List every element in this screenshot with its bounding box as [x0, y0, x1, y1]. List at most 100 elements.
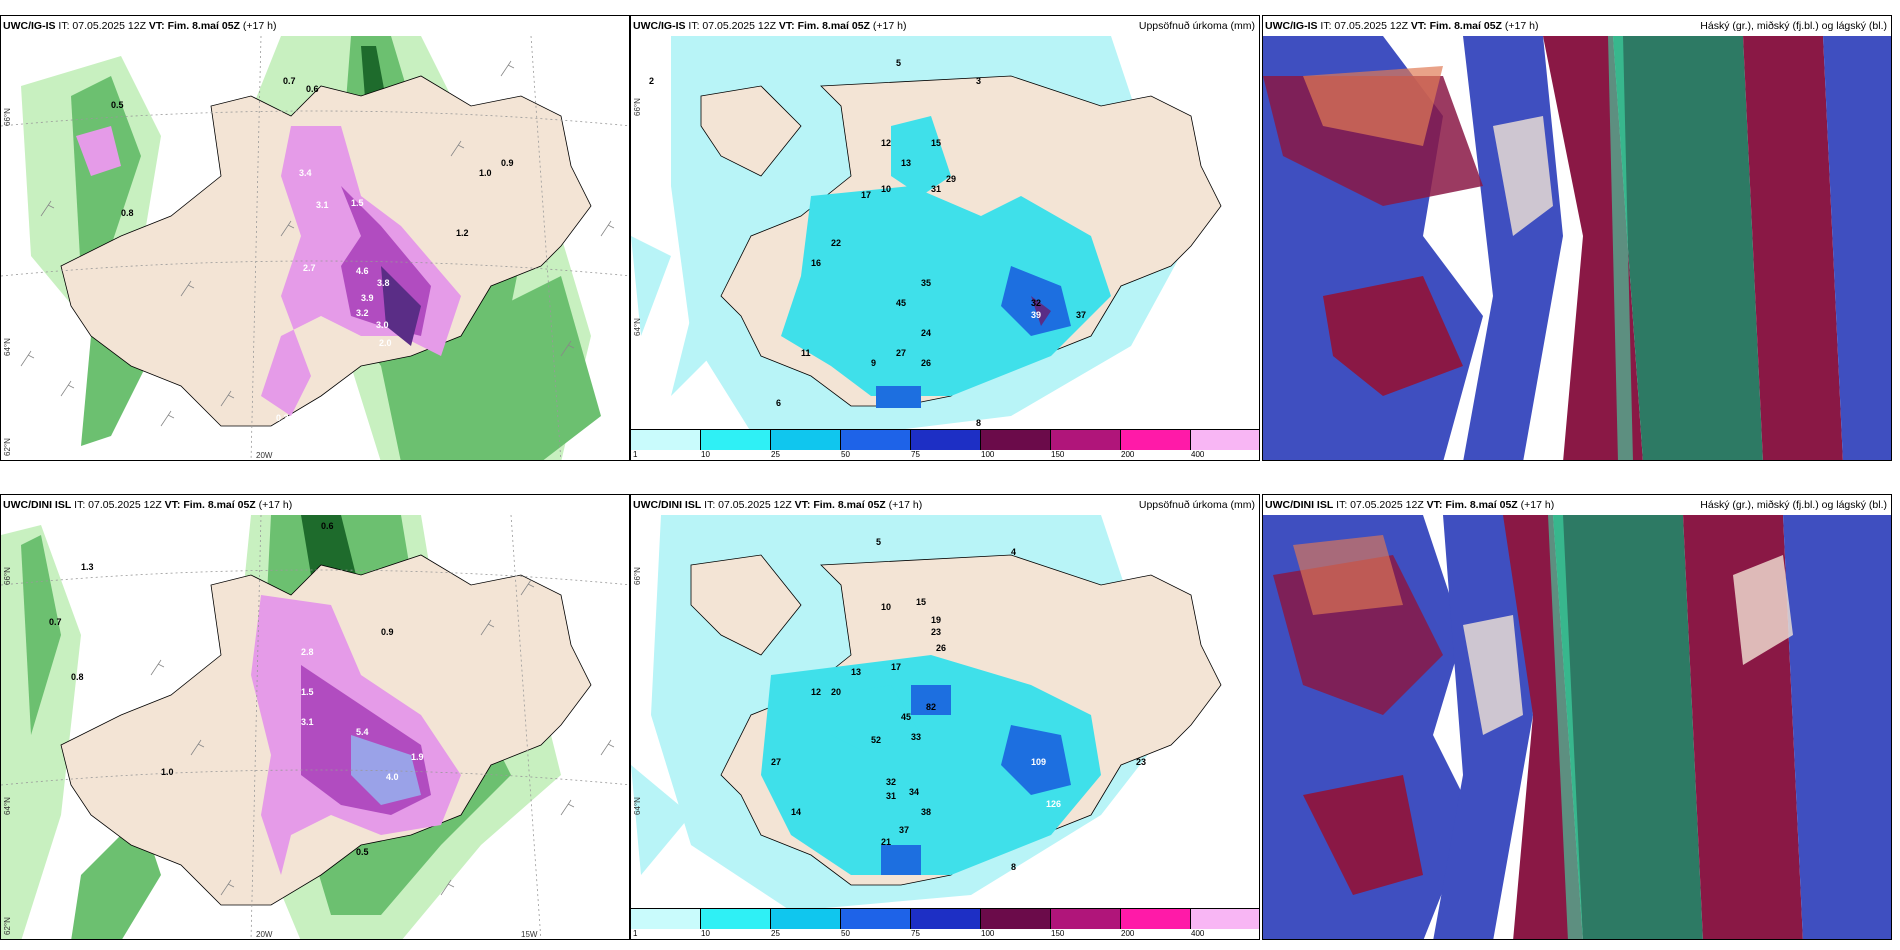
value-label: 26 [936, 643, 946, 653]
colorbar-tick: 150 [1051, 450, 1065, 459]
colorbar-bin [701, 430, 771, 450]
value-label: 34 [909, 787, 919, 797]
colorbar-tick: 400 [1191, 929, 1205, 938]
value-label: 1.2 [456, 228, 469, 238]
value-label: 17 [861, 190, 871, 200]
init-time: IT: 07.05.2025 12Z [1336, 499, 1424, 511]
valid-time: VT: Fim. 8.maí 05Z [1426, 499, 1518, 511]
value-label: 109 [1031, 757, 1046, 767]
panel-right-title: Uppsöfnuð úrkoma (mm) [1138, 20, 1255, 32]
colorbar-bin [771, 430, 841, 450]
map-accum-precip: 5 3 2 12 13 15 31 29 10 17 16 22 35 45 3… [631, 36, 1259, 432]
value-label: 3.2 [356, 308, 369, 318]
value-label: 4.6 [356, 266, 369, 276]
colorbar-tick: 75 [911, 929, 920, 938]
value-label: 126 [1046, 799, 1061, 809]
value-label: 12 [881, 138, 891, 148]
init-time: IT: 07.05.2025 12Z [704, 499, 792, 511]
colorbar-tick: 75 [911, 450, 920, 459]
colorbar-tick: 150 [1051, 929, 1065, 938]
colorbar-tick: 50 [841, 929, 850, 938]
lat-label-64n: 64°N [633, 797, 642, 815]
value-label: 8 [1011, 862, 1016, 872]
value-label: 33 [911, 732, 921, 742]
value-label: 0.7 [49, 617, 62, 627]
value-label: 45 [901, 712, 911, 722]
lon-label-15w: 15W [521, 930, 538, 939]
value-label: 0.8 [121, 208, 134, 218]
value-label: 1.0 [479, 168, 492, 178]
panel-header: UWC/DINI ISL IT: 07.05.2025 12Z VT: Fim.… [1263, 495, 1891, 515]
panel-top-mid-accum-precip: UWC/IG-IS IT: 07.05.2025 12Z VT: Fim. 8.… [630, 15, 1260, 461]
map-clouds [1263, 36, 1891, 460]
lead-time: (+17 h) [872, 20, 907, 32]
panel-header: UWC/DINI ISL IT: 07.05.2025 12Z VT: Fim.… [631, 495, 1259, 515]
value-label: 5 [876, 537, 881, 547]
colorbar-bin [911, 430, 981, 450]
value-label: 23 [1136, 757, 1146, 767]
value-labels: 5 4 10 15 19 23 26 17 13 20 45 52 82 33 … [771, 537, 1146, 872]
value-label: 0.6 [321, 521, 334, 531]
graticule [1, 36, 629, 460]
map-wind-precip: 0.6 0.7 1.3 0.8 1.0 1.5 3.1 5.4 4.0 2.8 … [1, 515, 629, 939]
value-label: 15 [931, 138, 941, 148]
lat-label-66n: 66°N [3, 567, 12, 585]
value-label: 14 [791, 807, 801, 817]
wind-barbs [150, 579, 615, 896]
value-label: 1.0 [161, 767, 174, 777]
wind-barbs [20, 60, 615, 427]
value-label: 9 [871, 358, 876, 368]
lat-label-64n: 64°N [3, 338, 12, 356]
value-labels: 0.7 0.6 0.5 1.0 0.8 0.9 1.2 3.4 3.1 4.6 … [111, 76, 514, 423]
value-label: 37 [1076, 310, 1086, 320]
value-label: 45 [896, 298, 906, 308]
graticule [1, 515, 629, 939]
value-label: 13 [901, 158, 911, 168]
colorbar-ticks: 1 10 25 50 75 100 150 200 400 [631, 450, 1259, 460]
panel-right-title: Háský (gr.), miðský (fj.bl.) og lágský (… [1700, 499, 1887, 511]
colorbar-tick: 1 [633, 450, 638, 459]
value-label: 4 [1011, 547, 1016, 557]
value-label: 10 [881, 602, 891, 612]
model-name: UWC/IG-IS [3, 20, 56, 32]
model-name: UWC/DINI ISL [633, 499, 702, 511]
panel-bot-right-clouds: UWC/DINI ISL IT: 07.05.2025 12Z VT: Fim.… [1262, 494, 1892, 940]
value-label: 0.7 [283, 76, 296, 86]
colorbar-bin [631, 430, 701, 450]
value-label: 19 [931, 615, 941, 625]
colorbar-bin [911, 909, 981, 929]
model-name: UWC/DINI ISL [1265, 499, 1334, 511]
value-label: 20 [831, 687, 841, 697]
map-clouds [1263, 515, 1891, 939]
panel-header: UWC/IG-IS IT: 07.05.2025 12Z VT: Fim. 8.… [631, 16, 1259, 36]
lead-time: (+17 h) [888, 499, 923, 511]
value-label: 1.9 [411, 752, 424, 762]
init-time: IT: 07.05.2025 12Z [58, 20, 146, 32]
panel-top-left-wind-precip: UWC/IG-IS IT: 07.05.2025 12Z VT: Fim. 8.… [0, 15, 630, 461]
panel-header: UWC/IG-IS IT: 07.05.2025 12Z VT: Fim. 8.… [1263, 16, 1891, 36]
lat-label-64n: 64°N [633, 318, 642, 336]
panel-header: UWC/DINI ISL IT: 07.05.2025 12Z VT: Fim.… [1, 495, 629, 515]
value-label: 35 [921, 278, 931, 288]
panel-right-title: Uppsöfnuð úrkoma (mm) [1138, 499, 1255, 511]
value-label: 11 [801, 348, 811, 358]
panel-bot-left-wind-precip: UWC/DINI ISL IT: 07.05.2025 12Z VT: Fim.… [0, 494, 630, 940]
colorbar-tick: 100 [981, 929, 995, 938]
colorbar-bin [981, 909, 1051, 929]
colorbar-tick: 25 [771, 929, 780, 938]
colorbar-bin [981, 430, 1051, 450]
value-label: 5.4 [356, 727, 369, 737]
value-label: 5 [896, 58, 901, 68]
colorbar-tick: 25 [771, 450, 780, 459]
lat-label-66n: 66°N [633, 98, 642, 116]
value-label: 6 [776, 398, 781, 408]
value-label: 0.5 [356, 847, 369, 857]
colorbar-tick: 100 [981, 450, 995, 459]
value-label: 8 [976, 418, 981, 428]
value-label: 0.6 [306, 84, 319, 94]
colorbar-bin [1121, 430, 1191, 450]
value-label: 32 [886, 777, 896, 787]
value-label: 10 [881, 184, 891, 194]
value-label: 31 [931, 184, 941, 194]
colorbar [631, 429, 1259, 450]
